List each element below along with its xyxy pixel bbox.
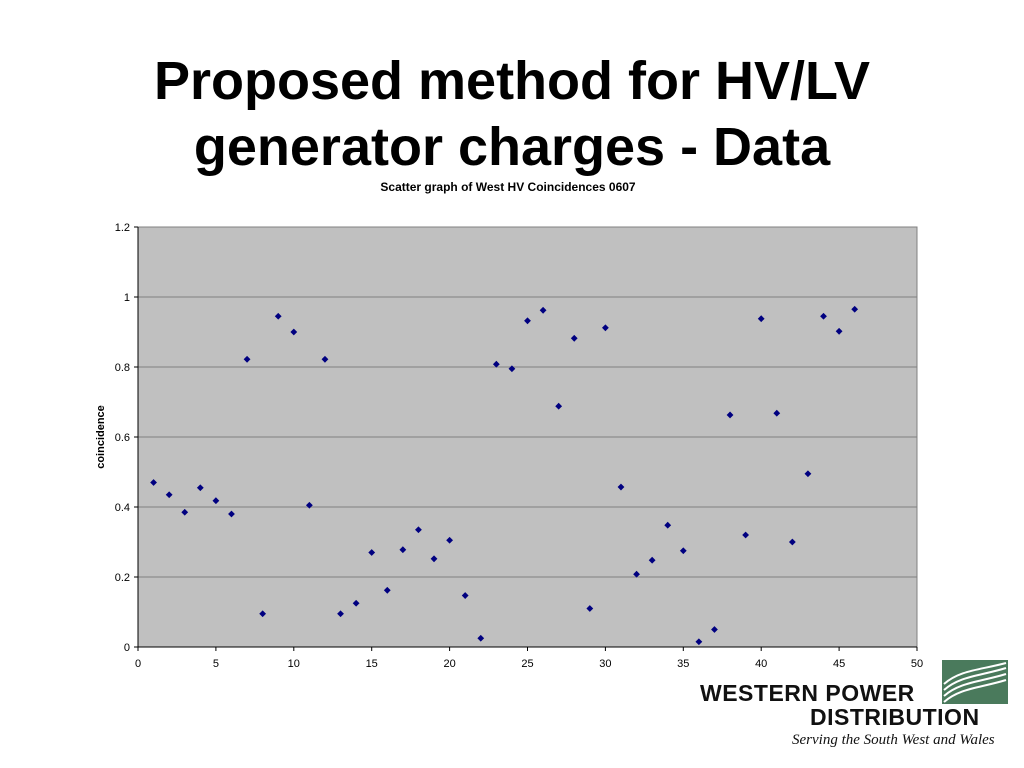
data-point <box>165 491 173 499</box>
data-point <box>290 328 298 336</box>
x-tick-label: 40 <box>755 658 767 670</box>
x-tick-label: 10 <box>288 658 300 670</box>
y-tick-label: 1 <box>124 292 130 304</box>
data-point <box>415 526 422 534</box>
x-tick-label: 20 <box>443 658 455 670</box>
data-point <box>196 484 204 492</box>
data-point <box>633 570 640 578</box>
x-tick-label: 15 <box>366 658 378 670</box>
data-point <box>726 411 734 419</box>
data-point <box>664 521 672 529</box>
x-tick-label: 0 <box>135 658 141 670</box>
data-point <box>804 470 812 478</box>
data-point <box>679 547 687 555</box>
data-point <box>508 365 516 373</box>
y-tick-label: 0 <box>124 642 130 654</box>
y-tick-label: 0.6 <box>115 432 130 444</box>
data-point <box>352 599 360 607</box>
data-point <box>337 610 344 618</box>
data-point <box>555 402 563 410</box>
data-point <box>368 549 376 556</box>
x-tick-label: 5 <box>213 658 219 670</box>
data-point <box>742 531 750 539</box>
data-point <box>788 538 796 546</box>
data-point <box>851 305 859 313</box>
data-point <box>539 306 547 314</box>
data-point <box>648 556 656 564</box>
y-tick-label: 0.8 <box>115 362 130 374</box>
data-point <box>383 586 391 594</box>
x-tick-labels: 0 5 10 15 20 25 30 35 40 45 50 <box>135 658 923 670</box>
data-point <box>461 592 469 599</box>
data-points <box>150 305 859 646</box>
data-point <box>617 483 625 491</box>
slide-title: Proposed method for HV/LV generator char… <box>0 48 1024 180</box>
axes <box>134 226 918 651</box>
data-point <box>274 312 282 320</box>
data-point <box>305 501 313 509</box>
grid-lines <box>138 296 917 578</box>
data-point <box>259 610 267 618</box>
data-point <box>586 605 594 612</box>
data-point <box>399 546 407 554</box>
y-tick-label: 0.4 <box>115 502 130 514</box>
data-point <box>243 355 251 363</box>
data-point <box>711 626 718 633</box>
data-point <box>228 510 235 518</box>
data-point <box>835 327 843 335</box>
chart-title: Scatter graph of West HV Coincidences 06… <box>380 180 636 194</box>
wave-logo-icon <box>942 660 1008 704</box>
x-tick-label: 35 <box>677 658 689 670</box>
data-point <box>212 497 220 505</box>
x-tick-label: 25 <box>521 658 533 670</box>
logo-tagline: Serving the South West and Wales <box>792 732 995 748</box>
y-tick-labels: 0 0.2 0.4 0.6 0.8 1 1.2 <box>115 222 130 654</box>
y-tick-label: 1.2 <box>115 222 130 234</box>
slide-title-line1: Proposed method for HV/LV <box>153 51 871 111</box>
data-point <box>430 555 438 563</box>
x-tick-label: 30 <box>599 658 611 670</box>
data-point <box>492 360 500 368</box>
logo-text-western-power: WESTERN POWER <box>700 680 915 706</box>
logo-text-distribution: DISTRIBUTION <box>810 704 980 730</box>
data-point <box>321 355 329 363</box>
x-tick-label: 50 <box>911 658 923 670</box>
data-point <box>820 312 827 320</box>
data-point <box>477 634 485 642</box>
data-point <box>524 317 531 325</box>
data-point <box>150 479 157 486</box>
data-point <box>773 409 781 417</box>
x-tick-label: 45 <box>833 658 845 670</box>
slide-title-line2: generator charges - Data <box>193 117 831 177</box>
data-point <box>695 638 703 646</box>
y-tick-label: 0.2 <box>115 572 130 584</box>
data-point <box>757 315 765 323</box>
data-point <box>602 324 609 332</box>
data-point <box>570 334 578 342</box>
company-logo: WESTERN POWER DISTRIBUTION Serving the S… <box>696 660 1016 760</box>
data-point <box>181 508 189 516</box>
y-axis-label: coincidence <box>95 405 107 469</box>
data-point <box>446 536 453 544</box>
